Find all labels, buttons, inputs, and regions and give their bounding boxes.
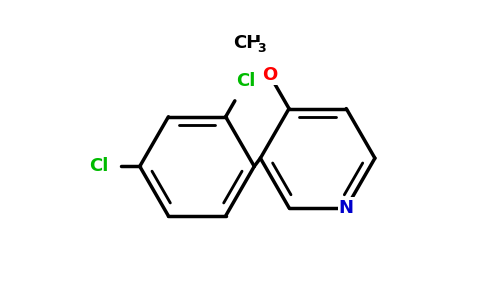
Text: 3: 3 (257, 42, 265, 55)
Text: N: N (339, 199, 354, 217)
Text: Cl: Cl (236, 72, 256, 90)
Text: O: O (262, 66, 277, 84)
Text: Cl: Cl (89, 158, 108, 175)
Text: CH: CH (233, 34, 261, 52)
